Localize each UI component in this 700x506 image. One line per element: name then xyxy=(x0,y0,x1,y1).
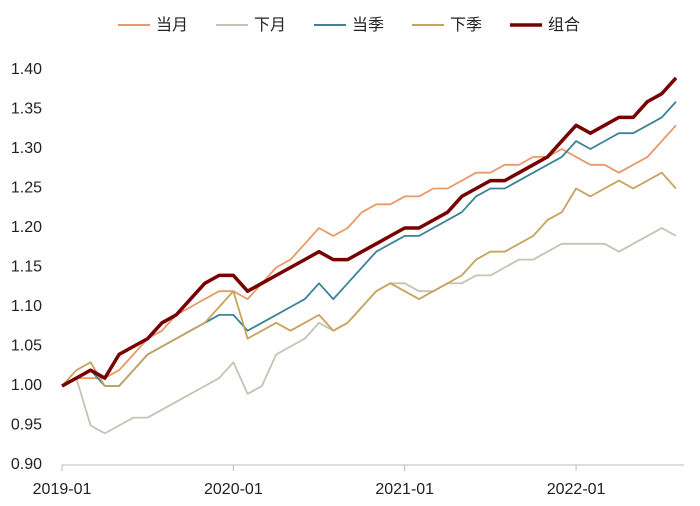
y-tick-label: 1.40 xyxy=(11,61,42,78)
y-tick-label: 1.00 xyxy=(11,377,42,394)
series-line xyxy=(61,171,677,387)
legend-label: 当季 xyxy=(352,16,384,34)
legend-label: 当月 xyxy=(156,16,188,34)
y-tick-label: 1.30 xyxy=(11,140,42,157)
legend-label: 下季 xyxy=(450,16,482,34)
y-tick-label: 1.05 xyxy=(11,338,42,355)
x-tick-label: 2019-01 xyxy=(33,481,92,498)
y-tick-label: 1.20 xyxy=(11,219,42,236)
x-tick-label: 2022-01 xyxy=(547,481,606,498)
x-tick-label: 2020-01 xyxy=(204,481,263,498)
y-tick-label: 1.25 xyxy=(11,180,42,197)
series-line xyxy=(61,76,678,388)
legend-label: 组合 xyxy=(548,16,580,34)
y-tick-label: 1.15 xyxy=(11,259,42,276)
y-tick-label: 1.10 xyxy=(11,298,42,315)
y-tick-label: 1.35 xyxy=(11,101,42,118)
y-tick-label: 0.90 xyxy=(11,456,42,473)
y-tick-label: 0.95 xyxy=(11,417,42,434)
x-tick-label: 2021-01 xyxy=(375,481,434,498)
series-line xyxy=(61,124,677,387)
legend-label: 下月 xyxy=(254,17,286,34)
